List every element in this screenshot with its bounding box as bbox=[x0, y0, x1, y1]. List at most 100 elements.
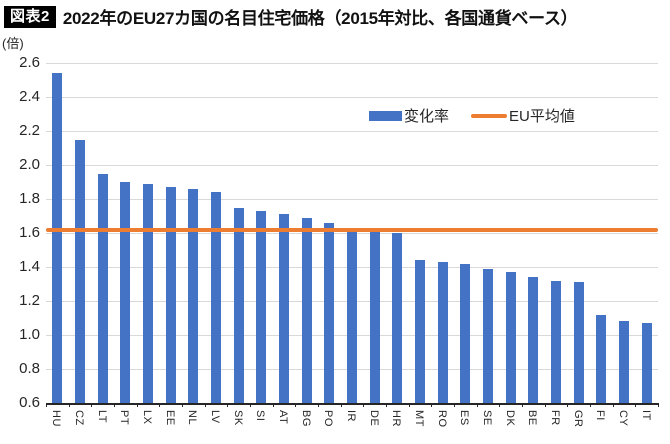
legend: 変化率 EU平均値 bbox=[369, 105, 575, 126]
bar bbox=[505, 272, 516, 403]
chart-title: 2022年のEU27カ国の名目住宅価格（2015年対比、各国通貨ベース） bbox=[62, 9, 578, 28]
x-axis-label: CZ bbox=[73, 410, 85, 426]
title-row: 図表2 2022年のEU27カ国の名目住宅価格（2015年対比、各国通貨ベース） bbox=[4, 4, 578, 29]
x-axis-tick bbox=[318, 403, 319, 407]
x-axis-tick bbox=[227, 403, 229, 407]
x-axis-tick bbox=[454, 403, 455, 407]
x-axis-label: IT bbox=[639, 410, 652, 421]
y-axis-label: 2.6 bbox=[19, 54, 40, 71]
gridline bbox=[46, 130, 658, 132]
x-axis-label: HU bbox=[50, 410, 63, 427]
x-axis-tick bbox=[408, 403, 410, 407]
x-axis-tick bbox=[68, 403, 70, 407]
x-axis-label: IR bbox=[345, 410, 357, 422]
x-axis-label: PT bbox=[118, 410, 131, 426]
x-axis-label: LT bbox=[95, 410, 108, 424]
bar bbox=[211, 192, 221, 403]
x-axis-tick bbox=[340, 403, 342, 407]
y-axis-label: 1.4 bbox=[19, 258, 40, 275]
x-axis-tick bbox=[658, 403, 659, 407]
bar bbox=[256, 210, 267, 403]
bar bbox=[324, 222, 335, 403]
y-axis-label: 0.6 bbox=[19, 394, 40, 411]
x-axis-label: FI bbox=[594, 410, 607, 421]
y-axis-label: 1.0 bbox=[19, 326, 40, 343]
x-axis-tick bbox=[431, 403, 433, 407]
legend-line-swatch bbox=[471, 113, 508, 118]
bar bbox=[641, 323, 652, 403]
bar bbox=[369, 231, 380, 403]
gridline bbox=[46, 164, 658, 166]
x-axis-tick bbox=[476, 403, 478, 407]
x-axis-tick bbox=[91, 403, 93, 407]
x-axis-label: CY bbox=[617, 410, 629, 427]
x-axis-label: SI bbox=[254, 410, 267, 422]
x-axis-label: MT bbox=[413, 410, 425, 427]
x-axis-label: HR bbox=[390, 410, 403, 427]
bar bbox=[437, 261, 448, 403]
bar bbox=[75, 139, 85, 403]
y-axis-label: 2.2 bbox=[19, 122, 40, 139]
figure-badge: 図表2 bbox=[4, 5, 56, 28]
x-axis-tick bbox=[204, 403, 206, 407]
x-axis-label: GR bbox=[571, 410, 584, 428]
x-axis-tick bbox=[250, 403, 251, 407]
bar bbox=[619, 321, 629, 403]
x-axis-label: LV bbox=[209, 410, 221, 424]
x-axis-label: BE bbox=[526, 410, 539, 426]
x-axis-label: SK bbox=[231, 410, 244, 426]
gridline bbox=[46, 198, 658, 200]
x-axis-label: LX bbox=[141, 410, 153, 425]
x-axis-tick bbox=[272, 403, 274, 407]
legend-bar-swatch bbox=[369, 110, 402, 121]
bar bbox=[392, 233, 403, 403]
bar bbox=[347, 227, 357, 403]
bar bbox=[301, 217, 312, 403]
bar bbox=[143, 183, 153, 403]
bar bbox=[596, 314, 607, 403]
bar bbox=[415, 260, 425, 403]
bar bbox=[233, 207, 244, 403]
x-axis-tick bbox=[590, 403, 591, 407]
gridline bbox=[46, 96, 658, 98]
x-axis-tick bbox=[114, 403, 115, 407]
x-axis-label: DE bbox=[367, 410, 380, 427]
bar bbox=[165, 187, 176, 403]
y-axis-unit-label: (倍) bbox=[2, 36, 24, 51]
y-axis-label: 2.0 bbox=[19, 156, 40, 173]
bar bbox=[52, 73, 63, 403]
x-axis-label: BG bbox=[299, 410, 312, 427]
x-axis-label: DK bbox=[503, 410, 516, 427]
x-axis-label: RO bbox=[435, 410, 448, 428]
x-axis-tick bbox=[46, 403, 47, 407]
x-axis-tick bbox=[544, 403, 546, 407]
plot-area: 変化率 EU平均値 HU CZ LT PT LX EE NL LV SK SI AT BG PO IR DE… bbox=[46, 62, 659, 428]
x-axis-tick bbox=[386, 403, 387, 407]
bar bbox=[483, 268, 493, 403]
x-axis-tick bbox=[612, 403, 614, 407]
x-axis-tick bbox=[159, 403, 161, 407]
x-axis-tick bbox=[136, 403, 138, 407]
legend-bar-label: 変化率 bbox=[404, 108, 450, 125]
y-axis-label: 1.6 bbox=[19, 224, 40, 241]
x-axis-label: AT bbox=[277, 410, 289, 425]
bar bbox=[188, 188, 199, 403]
legend-line-label: EU平均値 bbox=[509, 108, 575, 125]
x-axis-label: NL bbox=[186, 410, 199, 426]
y-axis-label: 1.2 bbox=[19, 292, 40, 309]
y-axis-label: 1.8 bbox=[19, 190, 40, 207]
bar bbox=[279, 214, 289, 403]
gridline bbox=[46, 62, 658, 64]
bar bbox=[528, 277, 539, 403]
x-axis-tick bbox=[522, 403, 523, 407]
x-axis-tick bbox=[363, 403, 365, 407]
x-axis-tick bbox=[182, 403, 183, 407]
eu-average-line bbox=[46, 227, 658, 232]
bar bbox=[120, 182, 131, 403]
x-axis-label: ES bbox=[458, 410, 471, 426]
x-axis-tick bbox=[567, 403, 569, 407]
x-axis-tick bbox=[295, 403, 297, 407]
bar bbox=[460, 263, 471, 403]
x-axis-label: EE bbox=[163, 410, 176, 426]
